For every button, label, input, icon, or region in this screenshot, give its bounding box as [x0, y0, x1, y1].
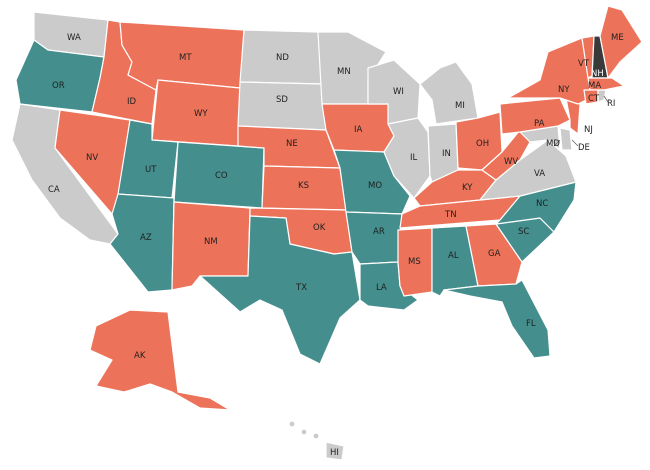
label-ut: UT [145, 165, 157, 175]
label-va: VA [534, 169, 545, 179]
label-sc: SC [518, 227, 529, 237]
state-ga[interactable] [465, 223, 523, 287]
label-nh: NH [591, 69, 604, 79]
label-fl: FL [526, 319, 536, 329]
label-ri: RI [607, 99, 615, 109]
label-nj: NJ [584, 125, 593, 135]
label-ne: NE [286, 139, 298, 149]
label-mo: MO [368, 181, 382, 191]
label-wa: WA [67, 33, 81, 43]
state-az[interactable] [109, 193, 175, 293]
state-hi-island[interactable] [312, 432, 320, 440]
state-va[interactable] [479, 139, 577, 201]
label-nd: ND [276, 53, 289, 63]
label-ky: KY [462, 183, 473, 193]
label-de: DE [578, 143, 590, 153]
label-ia: IA [354, 125, 363, 135]
label-in: IN [442, 149, 451, 159]
label-tx: TX [295, 283, 307, 293]
label-nm: NM [204, 237, 218, 247]
label-mi: MI [455, 101, 465, 111]
state-de[interactable] [559, 127, 573, 151]
label-vt: VT [578, 59, 590, 69]
label-mn: MN [337, 67, 351, 77]
state-sd[interactable] [237, 81, 327, 131]
label-tn: TN [444, 210, 457, 220]
label-pa: PA [534, 119, 545, 129]
label-or: OR [52, 81, 65, 91]
label-md: MD [546, 139, 560, 149]
state-fl[interactable] [443, 279, 551, 359]
state-hi-island[interactable] [288, 420, 296, 428]
label-hi: HI [330, 448, 339, 458]
state-ma[interactable] [587, 77, 625, 91]
state-tx[interactable] [199, 215, 361, 365]
state-mi[interactable] [419, 61, 479, 125]
label-ks: KS [298, 181, 309, 191]
label-ma: MA [588, 81, 601, 91]
label-ms: MS [408, 257, 421, 267]
label-ak: AK [134, 351, 146, 361]
label-wi: WI [393, 87, 404, 97]
label-az: AZ [140, 233, 152, 243]
label-ok: OK [313, 223, 326, 233]
state-hi[interactable] [325, 441, 345, 461]
label-co: CO [215, 171, 228, 181]
label-il: IL [410, 153, 418, 163]
state-ar[interactable] [345, 211, 403, 265]
label-wv: WV [504, 157, 518, 167]
label-id: ID [127, 97, 137, 107]
label-nc: NC [536, 199, 548, 209]
label-sd: SD [276, 95, 288, 105]
state-hi-island[interactable] [300, 428, 308, 436]
label-ga: GA [488, 249, 501, 259]
label-ct: CT [588, 94, 600, 104]
label-nv: NV [86, 153, 98, 163]
label-ca: CA [48, 185, 60, 195]
state-ak[interactable] [89, 309, 231, 411]
label-ny: NY [558, 85, 570, 95]
state-ny[interactable] [507, 37, 595, 105]
label-oh: OH [476, 139, 489, 149]
label-al: AL [448, 251, 459, 261]
label-ar: AR [373, 227, 385, 237]
label-leader-lines [553, 95, 609, 147]
label-mt: MT [179, 53, 192, 63]
state-ri[interactable] [597, 89, 607, 103]
label-la: LA [376, 283, 387, 293]
label-me: ME [611, 33, 624, 43]
label-wy: WY [194, 109, 208, 119]
